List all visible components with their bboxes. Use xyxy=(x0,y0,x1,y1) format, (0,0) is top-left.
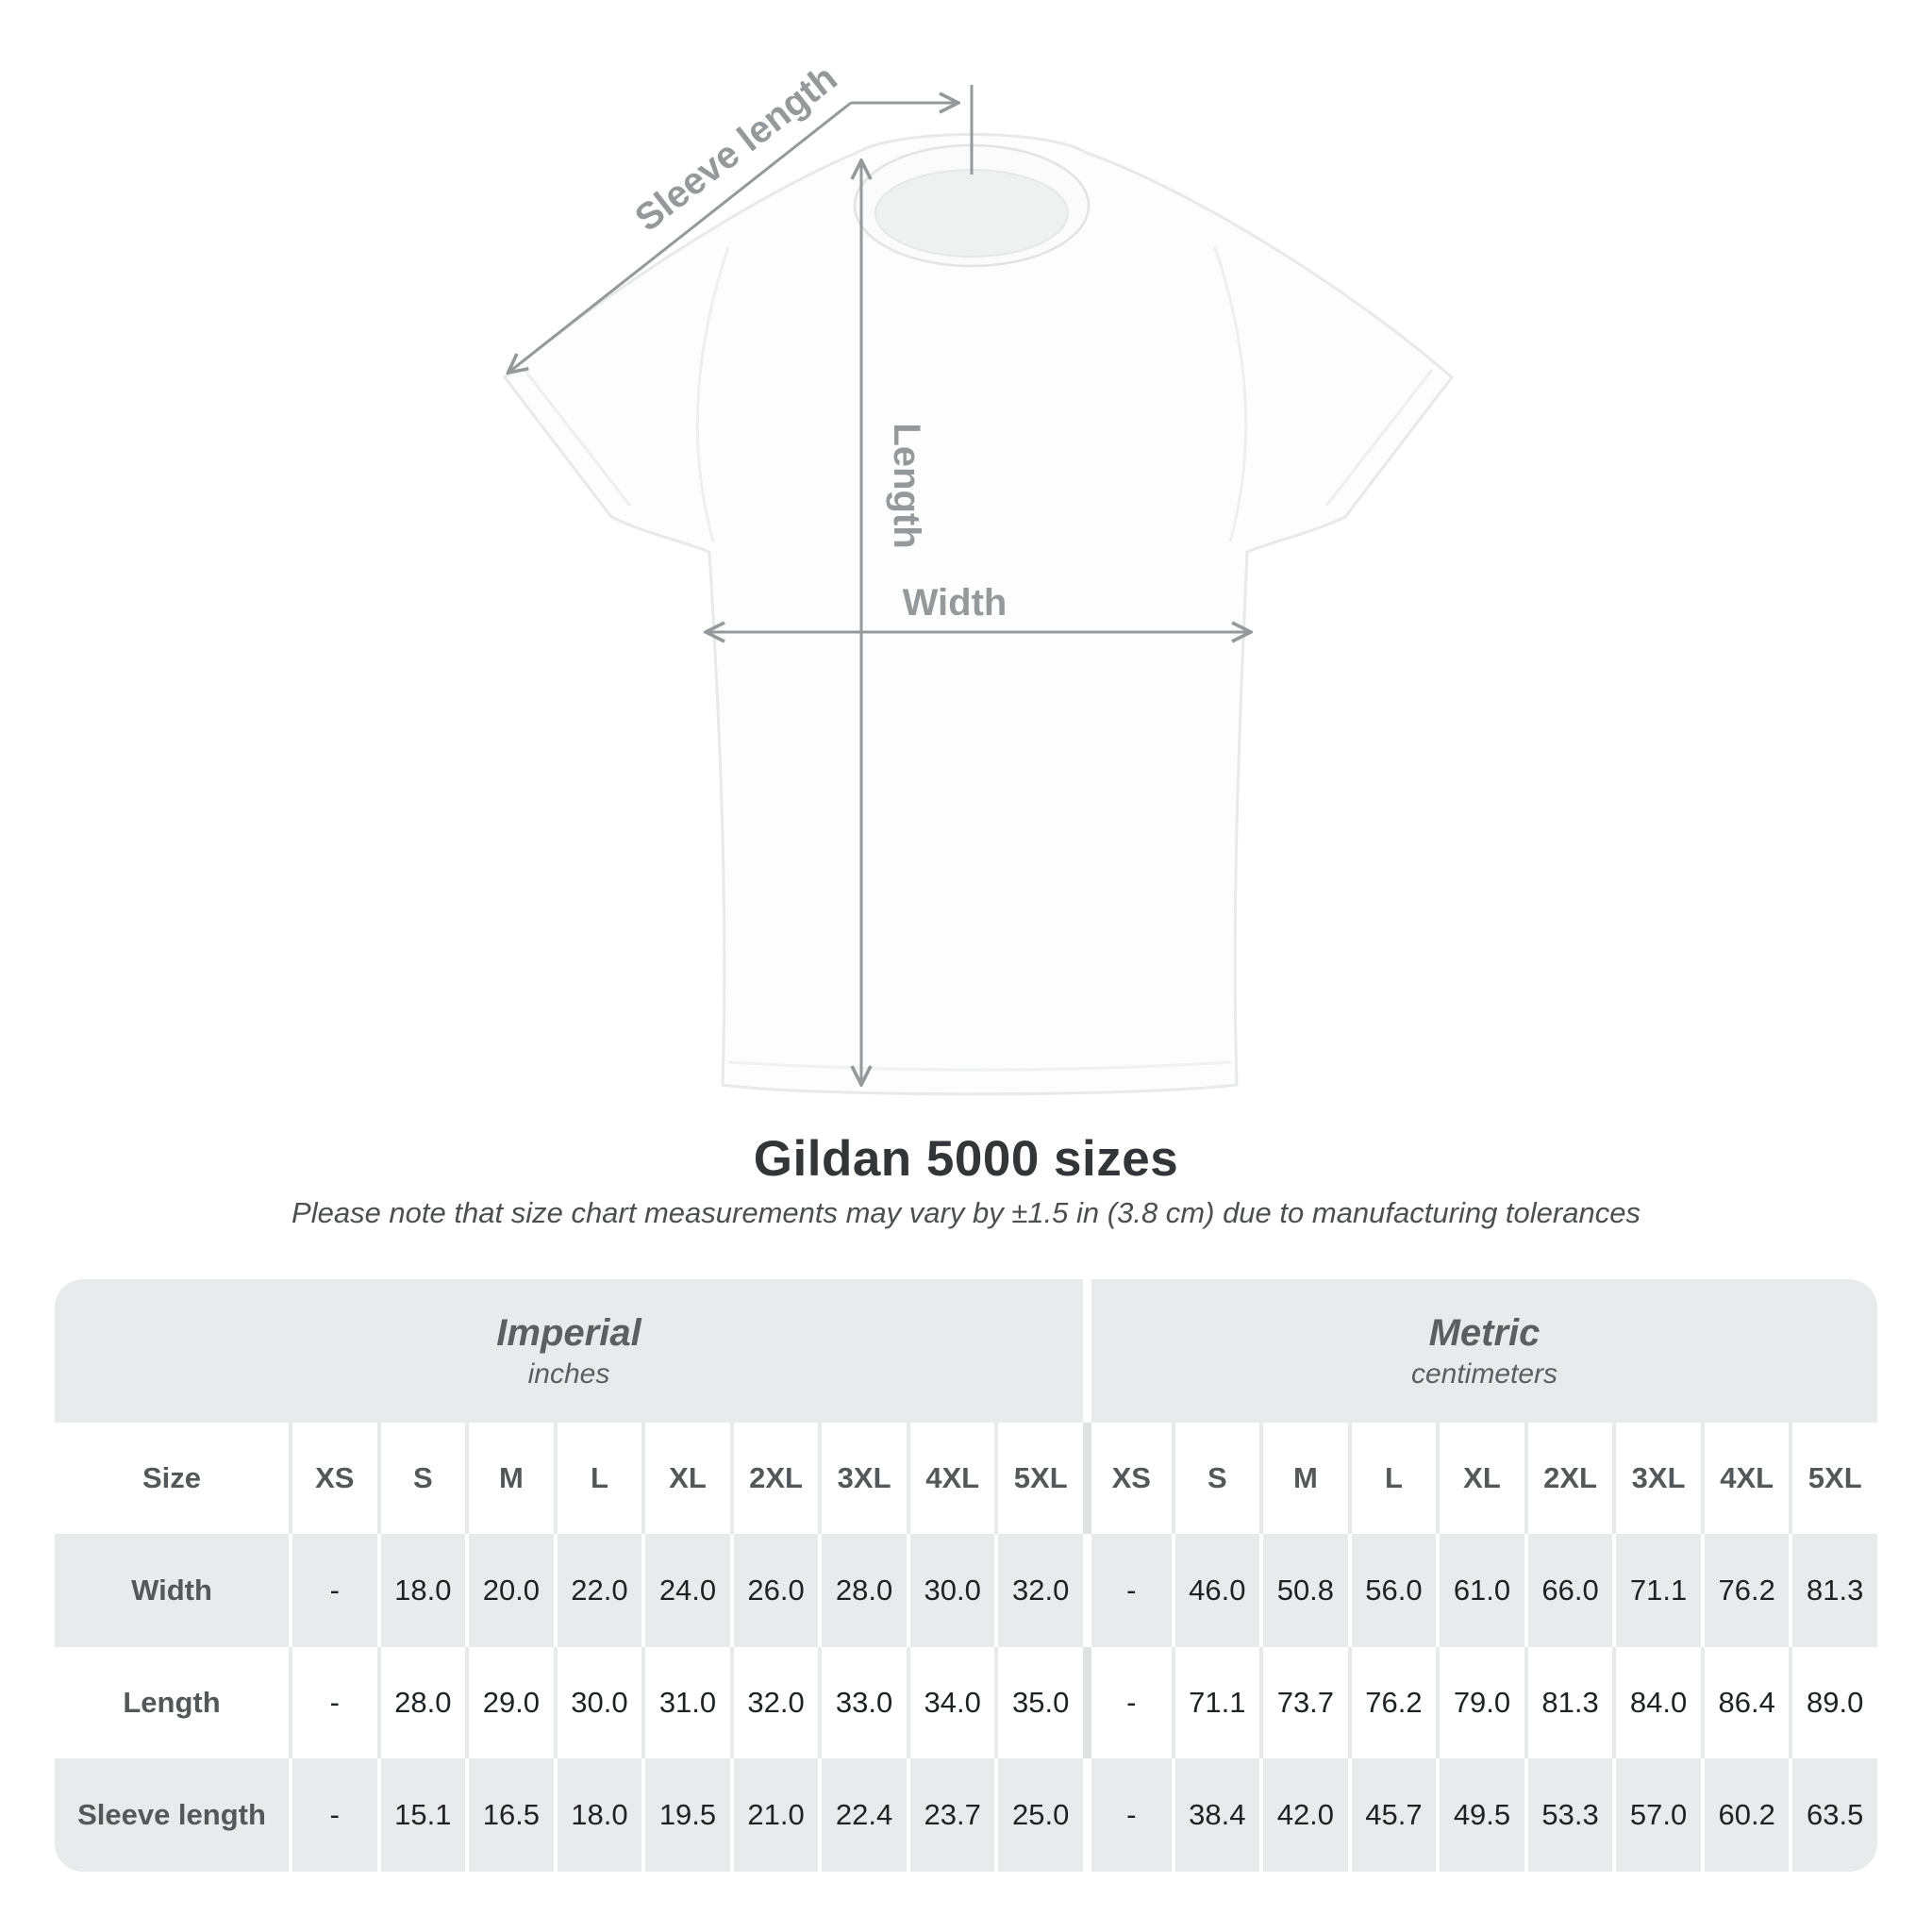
sleeve-metric-xs: - xyxy=(1083,1758,1172,1872)
section-imperial: Imperial inches xyxy=(55,1279,1083,1423)
row-label-width: Width xyxy=(55,1534,289,1647)
dimension-arrows xyxy=(509,85,1249,1083)
col-imperial-m: M xyxy=(465,1423,554,1534)
col-imperial-l: L xyxy=(553,1423,642,1534)
col-imperial-s: S xyxy=(376,1423,466,1534)
col-imperial-xl: XL xyxy=(641,1423,730,1534)
size-chart-table: Imperial inches Metric centimeters Size … xyxy=(55,1279,1877,1872)
sleeve-metric-xl: 49.5 xyxy=(1436,1758,1524,1872)
section-metric-title: Metric xyxy=(1428,1311,1541,1354)
col-imperial-5xl: 5XL xyxy=(994,1423,1083,1534)
width-imperial-3xl: 28.0 xyxy=(818,1534,907,1647)
page-title: Gildan 5000 sizes xyxy=(753,1131,1179,1187)
sleeve-metric-5xl: 63.5 xyxy=(1789,1758,1877,1872)
length-imperial-4xl: 34.0 xyxy=(906,1647,995,1758)
col-metric-m: M xyxy=(1259,1423,1348,1534)
col-metric-s: S xyxy=(1171,1423,1260,1534)
sleeve-imperial-xl: 19.5 xyxy=(641,1758,730,1872)
length-imperial-m: 29.0 xyxy=(465,1647,554,1758)
width-label: Width xyxy=(903,582,1008,624)
length-metric-xl: 79.0 xyxy=(1436,1647,1524,1758)
sleeve-metric-2xl: 53.3 xyxy=(1524,1758,1613,1872)
width-metric-5xl: 81.3 xyxy=(1789,1534,1877,1647)
table-row-sleeve-length: Sleeve length - 15.1 16.5 18.0 19.5 21.0… xyxy=(55,1758,1877,1872)
sleeve-arrow-diagonal xyxy=(509,101,852,372)
width-metric-m: 50.8 xyxy=(1259,1534,1348,1647)
width-metric-xs: - xyxy=(1083,1534,1172,1647)
sleeve-imperial-m: 16.5 xyxy=(465,1758,554,1872)
table-row-length: Length - 28.0 29.0 30.0 31.0 32.0 33.0 3… xyxy=(55,1647,1877,1758)
length-metric-s: 71.1 xyxy=(1171,1647,1260,1758)
col-metric-4xl: 4XL xyxy=(1700,1423,1790,1534)
length-imperial-l: 30.0 xyxy=(553,1647,642,1758)
width-imperial-4xl: 30.0 xyxy=(906,1534,995,1647)
sleeve-metric-l: 45.7 xyxy=(1347,1758,1437,1872)
size-header: Size xyxy=(55,1423,289,1534)
length-metric-5xl: 89.0 xyxy=(1789,1647,1877,1758)
sleeve-metric-m: 42.0 xyxy=(1259,1758,1348,1872)
width-imperial-s: 18.0 xyxy=(376,1534,466,1647)
length-metric-2xl: 81.3 xyxy=(1524,1647,1613,1758)
length-imperial-s: 28.0 xyxy=(376,1647,466,1758)
width-imperial-xl: 24.0 xyxy=(641,1534,730,1647)
section-imperial-title: Imperial xyxy=(496,1311,641,1354)
collar-opening xyxy=(874,169,1069,258)
col-metric-2xl: 2XL xyxy=(1524,1423,1613,1534)
section-imperial-unit: inches xyxy=(527,1357,610,1390)
sleeve-imperial-3xl: 22.4 xyxy=(818,1758,907,1872)
size-header-row: Size XS S M L XL 2XL 3XL 4XL 5XL XS S M … xyxy=(55,1423,1877,1534)
length-metric-3xl: 84.0 xyxy=(1612,1647,1701,1758)
length-imperial-xl: 31.0 xyxy=(641,1647,730,1758)
col-metric-xl: XL xyxy=(1436,1423,1524,1534)
length-imperial-2xl: 32.0 xyxy=(729,1647,819,1758)
col-metric-l: L xyxy=(1347,1423,1437,1534)
sleeve-imperial-s: 15.1 xyxy=(376,1758,466,1872)
length-metric-m: 73.7 xyxy=(1259,1647,1348,1758)
width-imperial-5xl: 32.0 xyxy=(994,1534,1083,1647)
length-label: Length xyxy=(886,423,927,548)
width-metric-s: 46.0 xyxy=(1171,1534,1260,1647)
sleeve-imperial-2xl: 21.0 xyxy=(729,1758,819,1872)
col-imperial-3xl: 3XL xyxy=(818,1423,907,1534)
row-label-length: Length xyxy=(55,1647,289,1758)
length-imperial-5xl: 35.0 xyxy=(994,1647,1083,1758)
col-metric-5xl: 5XL xyxy=(1789,1423,1877,1534)
length-imperial-xs: - xyxy=(289,1647,377,1758)
width-metric-2xl: 66.0 xyxy=(1524,1534,1613,1647)
col-metric-xs: XS xyxy=(1083,1423,1172,1534)
col-imperial-xs: XS xyxy=(289,1423,377,1534)
tshirt-graphic xyxy=(502,133,1455,1096)
sleeve-metric-s: 38.4 xyxy=(1171,1758,1260,1872)
section-metric-unit: centimeters xyxy=(1410,1357,1558,1390)
length-imperial-3xl: 33.0 xyxy=(818,1647,907,1758)
table-row-width: Width - 18.0 20.0 22.0 24.0 26.0 28.0 30… xyxy=(55,1534,1877,1647)
section-band-row: Imperial inches Metric centimeters xyxy=(55,1279,1877,1423)
sleeve-imperial-xs: - xyxy=(289,1758,377,1872)
row-label-sleeve-length: Sleeve length xyxy=(55,1758,289,1872)
col-imperial-4xl: 4XL xyxy=(906,1423,995,1534)
width-imperial-l: 22.0 xyxy=(553,1534,642,1647)
width-imperial-m: 20.0 xyxy=(465,1534,554,1647)
width-metric-3xl: 71.1 xyxy=(1612,1534,1701,1647)
sleeve-imperial-5xl: 25.0 xyxy=(994,1758,1083,1872)
col-imperial-2xl: 2XL xyxy=(729,1423,819,1534)
col-metric-3xl: 3XL xyxy=(1612,1423,1701,1534)
width-metric-4xl: 76.2 xyxy=(1700,1534,1790,1647)
sleeve-imperial-l: 18.0 xyxy=(553,1758,642,1872)
tshirt-measurement-diagram: Sleeve length Length Width xyxy=(502,57,1455,1096)
width-imperial-2xl: 26.0 xyxy=(729,1534,819,1647)
width-metric-xl: 61.0 xyxy=(1436,1534,1524,1647)
sleeve-metric-3xl: 57.0 xyxy=(1612,1758,1701,1872)
sleeve-imperial-4xl: 23.7 xyxy=(906,1758,995,1872)
sleeve-metric-4xl: 60.2 xyxy=(1700,1758,1790,1872)
width-imperial-xs: - xyxy=(289,1534,377,1647)
length-metric-4xl: 86.4 xyxy=(1700,1647,1790,1758)
length-metric-xs: - xyxy=(1083,1647,1172,1758)
tolerance-note: Please note that size chart measurements… xyxy=(291,1196,1641,1229)
length-metric-l: 76.2 xyxy=(1347,1647,1437,1758)
width-metric-l: 56.0 xyxy=(1347,1534,1437,1647)
section-metric: Metric centimeters xyxy=(1083,1279,1877,1423)
